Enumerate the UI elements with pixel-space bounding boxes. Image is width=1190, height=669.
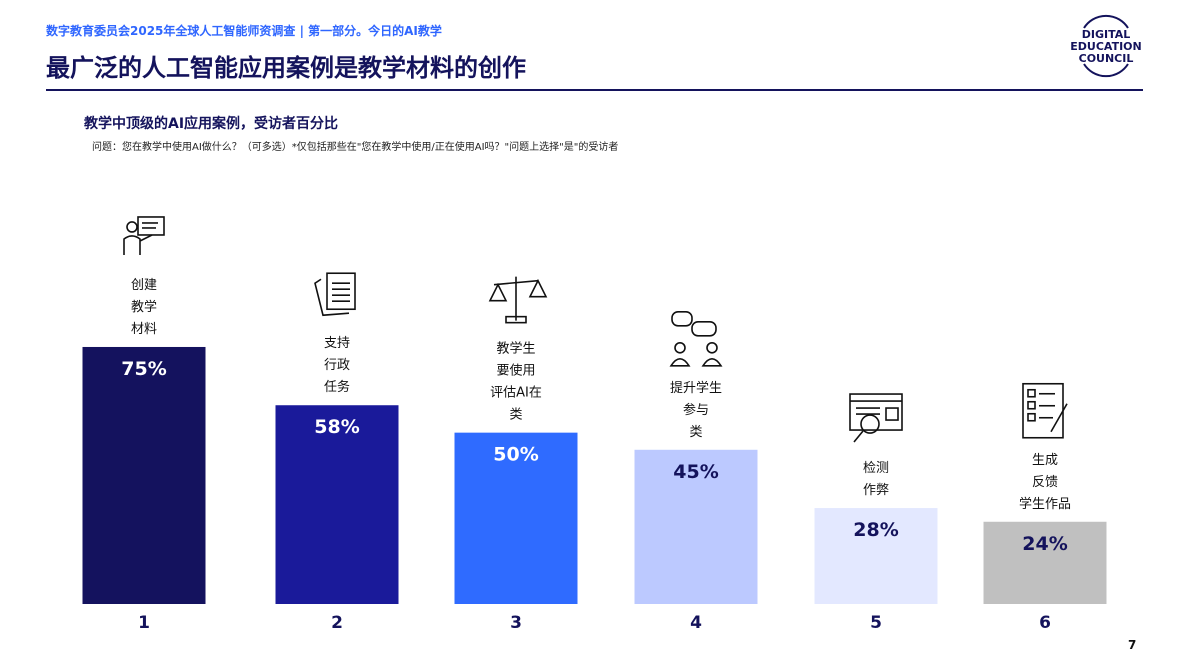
x-tick-label-6: 6 <box>1039 613 1051 633</box>
category-label-5-line-2: 作弊 <box>863 482 889 498</box>
discussion-icon <box>669 310 723 367</box>
logo-text-digital: DIGITAL <box>1082 28 1131 41</box>
category-label-3-line-4: 类 <box>509 408 522 423</box>
category-label-4-line-1: 提升学生 <box>670 380 722 396</box>
logo-text-council: COUNCIL <box>1079 52 1134 65</box>
category-label-3-line-2: 要使用 <box>496 363 535 379</box>
presenter-icon <box>123 216 165 255</box>
bar-6 <box>983 521 1107 604</box>
value-label-6: 24% <box>1022 533 1067 555</box>
title-divider <box>46 89 1143 91</box>
documents-icon <box>314 272 356 317</box>
digital-education-council-logo: DIGITAL EDUCATION COUNCIL <box>1070 14 1142 78</box>
page-title: 最广泛的人工智能应用案例是教学材料的创作 <box>46 54 526 82</box>
category-label-1-line-3: 材料 <box>131 322 157 337</box>
category-label-1-line-1: 创建 <box>131 278 157 293</box>
value-label-4: 45% <box>673 461 718 483</box>
category-label-6-line-2: 反馈 <box>1032 475 1058 490</box>
bar-3 <box>454 432 578 604</box>
category-label-1-line-2: 教学 <box>131 299 157 315</box>
category-label-2-line-2: 行政 <box>324 358 350 373</box>
category-label-6-line-1: 生成 <box>1032 453 1058 468</box>
x-tick-label-4: 4 <box>690 613 702 633</box>
inspect-icon <box>849 393 903 443</box>
category-label-5-line-1: 检测 <box>863 461 889 476</box>
x-tick-label-3: 3 <box>510 613 522 633</box>
x-tick-label-1: 1 <box>138 613 150 633</box>
bar-4 <box>634 449 758 604</box>
value-label-5: 28% <box>853 519 898 541</box>
value-label-3: 50% <box>493 444 538 466</box>
category-label-2-line-3: 任务 <box>324 379 350 395</box>
x-tick-label-5: 5 <box>870 613 882 633</box>
value-label-2: 58% <box>314 416 359 438</box>
logo-text-education: EDUCATION <box>1070 40 1141 53</box>
page-number: 7 <box>1128 638 1137 652</box>
scales-icon <box>488 276 548 324</box>
breadcrumb: 数字教育委员会2025年全球人工智能师资调查 | 第一部分。今日的AI教学 <box>46 24 442 38</box>
chart-title: 教学中顶级的AI应用案例，受访者百分比 <box>84 116 339 132</box>
bar-1 <box>82 346 206 604</box>
category-label-2-line-1: 支持 <box>324 336 350 351</box>
bar-5 <box>814 508 938 604</box>
x-tick-label-2: 2 <box>331 613 343 633</box>
category-label-3-line-3: 评估AI在 <box>490 386 542 401</box>
chart-subtitle: 问题：您在教学中使用AI做什么？（可多选）*仅包括那些在"您在教学中使用/正在使… <box>92 142 619 153</box>
value-label-1: 75% <box>121 358 166 380</box>
category-label-4-line-3: 类 <box>689 425 702 440</box>
bar-2 <box>275 405 399 604</box>
category-label-3-line-1: 教学生 <box>496 341 535 357</box>
category-label-4-line-2: 参与 <box>683 402 709 418</box>
category-label-6-line-3: 学生作品 <box>1019 496 1071 512</box>
checklist-icon <box>1022 382 1068 439</box>
